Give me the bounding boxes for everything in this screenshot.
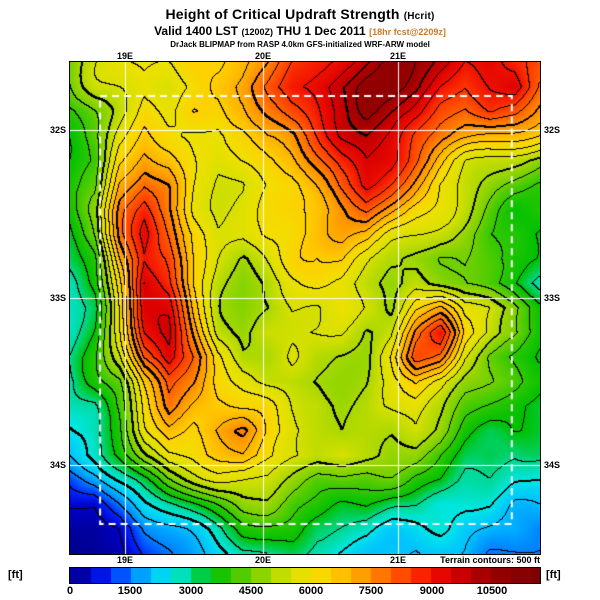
header: Height of Critical Updraft Strength (Hcr… xyxy=(0,6,600,49)
colorbar-tick-1: 1500 xyxy=(117,585,143,597)
colorbar-tick-2: 3000 xyxy=(178,585,204,597)
lon-label-bottom-1: 20E xyxy=(254,555,272,565)
valid-time-line: Valid 1400 LST (1200Z) THU 1 Dec 2011 [1… xyxy=(0,24,600,38)
valid-zulu: (1200Z) xyxy=(241,27,273,37)
title-variable-tag: (Hcrit) xyxy=(403,11,435,22)
colorbar-unit-left: [ft] xyxy=(8,569,23,581)
lon-label-top-0: 19E xyxy=(116,51,134,61)
terrain-contour-note: Terrain contours: 500 ft xyxy=(440,555,540,565)
hcrit-heatmap-canvas xyxy=(69,61,541,555)
valid-date: THU 1 Dec 2011 xyxy=(276,24,366,38)
page-title: Height of Critical Updraft Strength (Hcr… xyxy=(0,6,600,22)
colorbar-tick-6: 9000 xyxy=(419,585,445,597)
model-attribution: DrJack BLIPMAP from RASP 4.0km GFS-initi… xyxy=(170,40,430,49)
lat-label-right-0: 32S xyxy=(544,125,561,135)
lon-label-top-2: 21E xyxy=(389,51,407,61)
colorbar-tick-5: 7500 xyxy=(358,585,384,597)
lon-label-top-1: 20E xyxy=(254,51,272,61)
colorbar-tick-4: 6000 xyxy=(298,585,324,597)
lat-label-left-2: 34S xyxy=(49,460,66,470)
lat-label-right-1: 33S xyxy=(544,293,561,303)
colorbar-tick-7: 10500 xyxy=(476,585,508,597)
title-text: Height of Critical Updraft Strength xyxy=(165,6,400,22)
colorbar-tick-0: 0 xyxy=(66,585,74,597)
forecast-age-note: [18hr fcst@2209z] xyxy=(369,27,446,37)
lat-label-left-1: 33S xyxy=(49,293,66,303)
colorbar-tick-3: 4500 xyxy=(238,585,264,597)
valid-prefix: Valid 1400 LST xyxy=(154,24,239,38)
colorbar-canvas xyxy=(69,567,541,584)
colorbar-unit-right: [ft] xyxy=(546,569,561,581)
lon-label-bottom-0: 19E xyxy=(116,555,134,565)
lat-label-right-2: 34S xyxy=(544,460,561,470)
lat-label-left-0: 32S xyxy=(49,125,66,135)
lon-label-bottom-2: 21E xyxy=(389,555,407,565)
